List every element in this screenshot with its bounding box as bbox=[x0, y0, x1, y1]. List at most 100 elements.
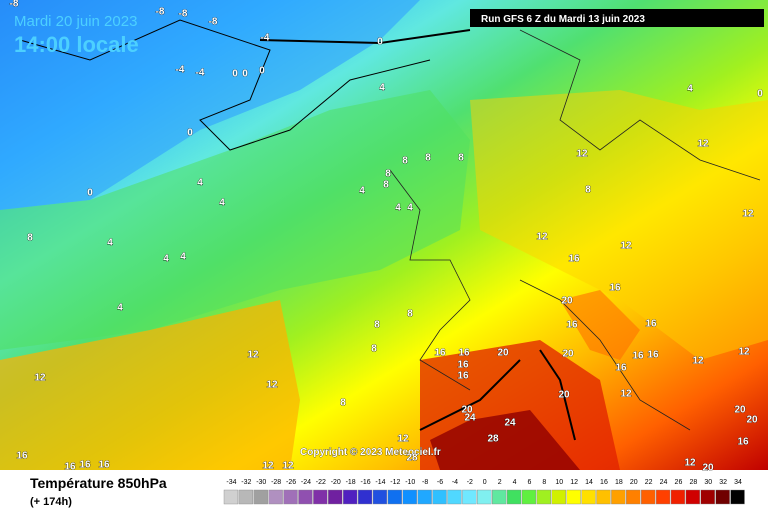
contour-label: 4 bbox=[359, 186, 365, 197]
contour-label: 0 bbox=[187, 128, 193, 139]
legend-label: -28 bbox=[271, 479, 281, 486]
legend-swatch bbox=[253, 489, 268, 505]
legend-swatch bbox=[715, 489, 730, 505]
coastline bbox=[19, 19, 431, 151]
contour-label: 4 bbox=[407, 203, 413, 214]
legend-label: -8 bbox=[422, 479, 428, 486]
legend-label: -32 bbox=[241, 479, 251, 486]
contour-label: 16 bbox=[458, 348, 470, 359]
legend: -34 -32 -30 -28 -26 -24 -22 -20 -18 -16 -14 -12 -10-… bbox=[223, 479, 745, 505]
legend-label: -4 bbox=[452, 479, 458, 486]
contour-label: 8 bbox=[407, 309, 413, 320]
contour-label: 4 bbox=[219, 198, 225, 209]
lead-time: (+ 174h) bbox=[30, 496, 72, 508]
legend-label: 34 bbox=[734, 479, 742, 486]
legend-swatch bbox=[506, 489, 522, 505]
legend-label: 18 bbox=[615, 479, 623, 486]
contour-label: 0 bbox=[377, 37, 383, 48]
contour-label: 16 bbox=[98, 460, 110, 471]
legend-swatch bbox=[268, 489, 283, 505]
legend-swatch bbox=[402, 489, 417, 505]
contour-label: -8 bbox=[10, 0, 19, 10]
legend-label: 28 bbox=[689, 479, 697, 486]
legend-label: 32 bbox=[719, 479, 727, 486]
contour-label: 28 bbox=[406, 453, 418, 464]
legend-label: -34 bbox=[226, 479, 236, 486]
legend-swatch bbox=[700, 489, 715, 505]
contour-label: 24 bbox=[464, 413, 476, 424]
contour-label: 8 bbox=[458, 153, 464, 164]
contour-label: 4 bbox=[180, 252, 186, 263]
contour-label: -8 bbox=[179, 9, 188, 20]
contour-label: 8 bbox=[385, 169, 391, 180]
legend-swatch bbox=[685, 489, 701, 505]
legend-label: -30 bbox=[256, 479, 266, 486]
contour-label: 16 bbox=[434, 348, 446, 359]
contour-label: -4 bbox=[176, 65, 185, 76]
legend-swatch bbox=[611, 489, 626, 505]
contour-label: 8 bbox=[374, 320, 380, 331]
legend-label: -10 bbox=[405, 479, 415, 486]
contour-label: 12 bbox=[576, 149, 588, 160]
contour-label: 8 bbox=[371, 344, 377, 355]
legend-label: 20 bbox=[630, 479, 638, 486]
contour-label: 12 bbox=[247, 350, 259, 361]
contour-label: 4 bbox=[163, 254, 169, 265]
contour-label: 12 bbox=[742, 209, 754, 220]
warm-area bbox=[0, 300, 300, 470]
contour-label: -4 bbox=[196, 68, 205, 79]
map-date: Mardi 20 juin 2023 bbox=[14, 13, 137, 30]
legend-label: -2 bbox=[467, 479, 473, 486]
contour-label: 0 bbox=[242, 69, 248, 80]
hot-core bbox=[430, 410, 580, 470]
contour-label: 8 bbox=[383, 180, 389, 191]
contour-label: 20 bbox=[561, 296, 573, 307]
contour-label: 12 bbox=[620, 241, 632, 252]
contour-label: 8 bbox=[425, 153, 431, 164]
legend-label: 4 bbox=[513, 479, 517, 486]
contour-label: 12 bbox=[536, 232, 548, 243]
legend-label: 8 bbox=[542, 479, 546, 486]
legend-swatch bbox=[581, 489, 596, 505]
legend-label: 22 bbox=[645, 479, 653, 486]
contour-label: -8 bbox=[209, 17, 218, 28]
legend-swatch bbox=[328, 489, 343, 505]
contour-label: 8 bbox=[27, 233, 33, 244]
contour-label: 12 bbox=[620, 389, 632, 400]
cold-area bbox=[0, 0, 420, 210]
legend-label: -6 bbox=[437, 479, 443, 486]
legend-label: -12 bbox=[390, 479, 400, 486]
legend-label: 10 bbox=[555, 479, 563, 486]
mild-area bbox=[0, 90, 470, 350]
legend-swatch bbox=[417, 489, 432, 505]
legend-swatch bbox=[670, 489, 686, 505]
contour-label: 16 bbox=[16, 451, 28, 462]
contour-label: 16 bbox=[609, 283, 621, 294]
legend-swatch bbox=[447, 489, 462, 505]
contour-label: 28 bbox=[487, 434, 499, 445]
legend-swatch bbox=[655, 489, 671, 505]
legend-label: -16 bbox=[360, 479, 370, 486]
product-title: Température 850hPa bbox=[30, 475, 167, 491]
contour-label: 0 bbox=[87, 188, 93, 199]
legend-swatch bbox=[432, 489, 447, 505]
contour-label: 8 bbox=[340, 398, 346, 409]
legend-swatch bbox=[641, 489, 656, 505]
contour-label: 4 bbox=[395, 203, 401, 214]
legend-label: 2 bbox=[498, 479, 502, 486]
contour-label: 12 bbox=[738, 347, 750, 358]
legend-swatch bbox=[551, 489, 566, 505]
coastline bbox=[389, 29, 761, 431]
legend-swatch bbox=[521, 489, 537, 505]
contour-label: 16 bbox=[457, 360, 469, 371]
legend-label: -18 bbox=[346, 479, 356, 486]
legend-swatch bbox=[313, 489, 328, 505]
contour-label: 20 bbox=[702, 463, 714, 474]
map-time: 14:00 locale bbox=[14, 32, 139, 57]
contour-label: 12 bbox=[34, 373, 46, 384]
contour-label: 0 bbox=[757, 89, 763, 100]
contour-label: 16 bbox=[457, 371, 469, 382]
legend-label: -26 bbox=[286, 479, 296, 486]
